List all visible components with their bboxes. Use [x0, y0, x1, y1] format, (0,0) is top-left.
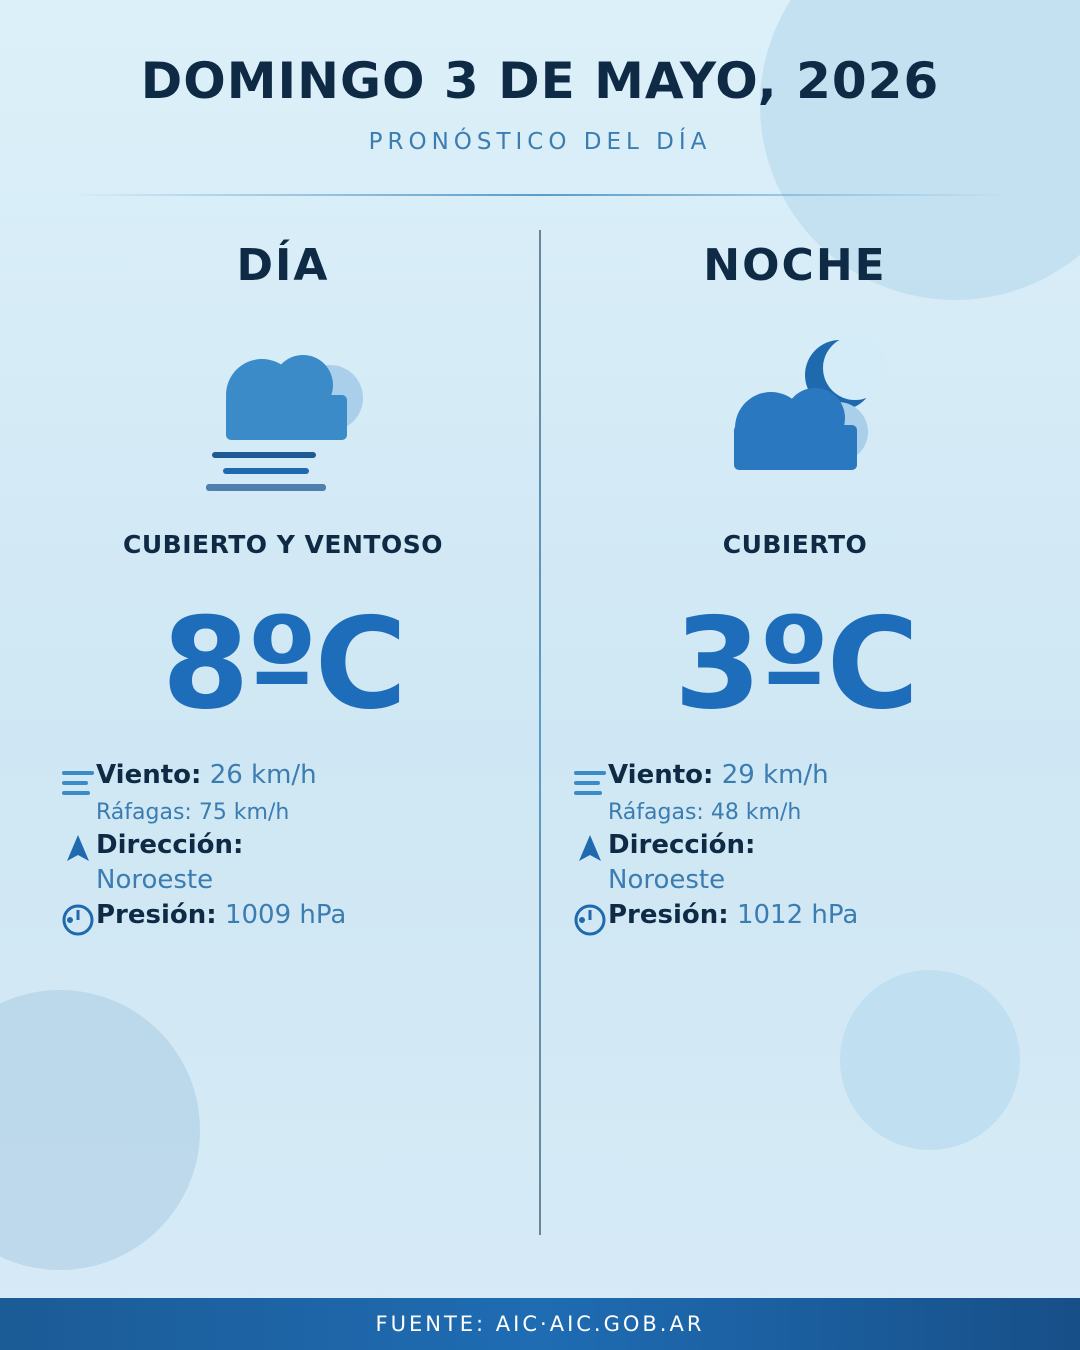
wind-label: Viento:: [96, 760, 202, 790]
direction-label: Dirección:: [608, 830, 756, 860]
wind-value: 29 km/h: [721, 760, 829, 790]
icon-night: [734, 336, 887, 470]
condition: CUBIERTO Y VENTOSO: [123, 530, 443, 559]
direction-value: Noroeste: [608, 865, 726, 895]
deco-circle: [840, 970, 1020, 1150]
gusts: Ráfagas: 75 km/h: [96, 800, 290, 825]
direction-label: Dirección:: [96, 830, 244, 860]
pressure-row: Presión: 1009 hPa: [96, 900, 346, 930]
direction-row: Dirección:: [608, 830, 755, 860]
direction-value: Noroeste: [96, 865, 214, 895]
title: DOMINGO 3 DE MAYO, 2026: [140, 52, 940, 110]
wind-label: Viento:: [608, 760, 714, 790]
h-divider: [70, 194, 1010, 196]
pressure-value: 1012 hPa: [736, 900, 859, 930]
wind-value: 26 km/h: [209, 760, 317, 790]
temperature: 8ºC: [161, 590, 407, 737]
pressure-label: Presión:: [608, 900, 729, 930]
direction-row: Dirección:: [96, 830, 243, 860]
temperature: 3ºC: [673, 590, 919, 737]
column-heading: DÍA: [236, 240, 330, 291]
column-heading: NOCHE: [703, 240, 887, 291]
subtitle: PRONÓSTICO DEL DÍA: [368, 129, 712, 155]
wind-row: Viento: 26 km/h: [96, 760, 317, 790]
footer: FUENTE: AIC·AIC.GOB.AR: [0, 1298, 1080, 1350]
detail-icons: [62, 771, 606, 936]
v-divider: [539, 230, 541, 1235]
dividers: [62, 194, 1010, 1235]
pressure-label: Presión:: [96, 900, 217, 930]
condition: CUBIERTO: [722, 530, 868, 559]
icon-day: [206, 355, 363, 491]
gusts: Ráfagas: 48 km/h: [608, 800, 802, 825]
pressure-row: Presión: 1012 hPa: [608, 900, 858, 930]
pressure-value: 1009 hPa: [224, 900, 347, 930]
wind-row: Viento: 29 km/h: [608, 760, 829, 790]
